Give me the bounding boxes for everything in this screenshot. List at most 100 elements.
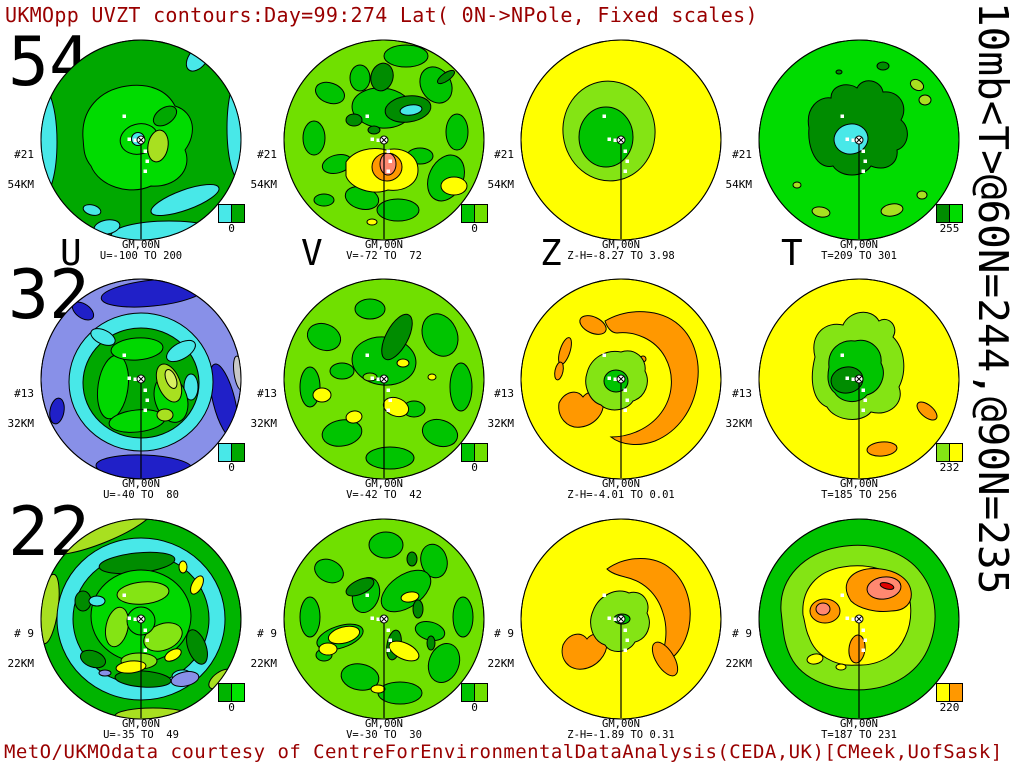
range-label: T=209 TO 301 (821, 250, 897, 262)
station-dots (840, 114, 867, 173)
pole-marker (616, 374, 626, 384)
range-label: Z-H=-1.89 TO 0.31 (567, 729, 675, 741)
pole-marker (854, 614, 864, 624)
record-height-label: #21 54KM (7, 148, 35, 191)
station-label: GM,00N (365, 478, 403, 490)
station-label: GM,00N (602, 718, 640, 730)
colorbar-right-swatch (949, 443, 963, 462)
colorbar: 220 (936, 683, 966, 714)
colorbar-value: 232 (939, 461, 960, 474)
station-label: GM,00N (365, 718, 403, 730)
range-label: Z-H=-4.01 TO 0.01 (567, 489, 675, 501)
contour-map-t-54km (758, 39, 960, 241)
station-label: GM,00N (840, 478, 878, 490)
contour-map-z-32km (520, 278, 722, 480)
contour-map-z-54km (520, 39, 722, 241)
station-label: GM,00N (365, 239, 403, 251)
contour-map-v-22km (283, 518, 485, 720)
station-label: GM,00N (122, 239, 160, 251)
credit-caption: MetO/UKMOdata courtesy of CentreForEnvir… (4, 741, 1003, 763)
station-dots (602, 593, 629, 652)
colorbar-right-swatch (231, 443, 245, 462)
column-label-u: U (60, 233, 82, 274)
station-dots (365, 593, 392, 652)
record-height-label: #21 54KM (725, 148, 753, 191)
panel-v-54km: #21 54KM (251, 37, 488, 262)
colorbar-value: 255 (939, 222, 960, 235)
panel-t-32km: #13 32KM GM,00N (726, 276, 963, 501)
pole-marker (379, 614, 389, 624)
record-height-label: #13 32KM (487, 387, 515, 430)
colorbar-left-swatch (936, 443, 950, 462)
station-dots (840, 353, 867, 412)
panel-v-22km: # 9 22KM (251, 516, 488, 741)
pole-marker (854, 135, 864, 145)
contour-map-u-32km (40, 278, 242, 480)
panel-z-32km: #13 32KM (488, 276, 724, 501)
range-label: U=-35 TO 49 (103, 729, 179, 741)
panel-v-32km: #13 32KM (251, 276, 488, 501)
colorbar: 255 (936, 204, 966, 235)
range-label: V=-42 TO 42 (346, 489, 422, 501)
column-label-v: V (301, 233, 323, 274)
contour-map-u-54km (40, 39, 242, 241)
contour-map-t-22km (758, 518, 960, 720)
station-dots (602, 114, 629, 173)
station-dots (365, 353, 392, 412)
station-dots (122, 353, 149, 412)
colorbar-right-swatch (474, 683, 488, 702)
colorbar: 0 (461, 683, 491, 714)
record-height-label: #21 54KM (250, 148, 278, 191)
range-label: Z-H=-8.27 TO 3.98 (567, 250, 675, 262)
station-label: GM,00N (840, 718, 878, 730)
colorbar-value: 0 (228, 461, 235, 474)
panel-u-32km: #13 32KM (8, 276, 245, 501)
colorbar-right-swatch (949, 683, 963, 702)
range-label: V=-72 TO 72 (346, 250, 422, 262)
pole-marker (136, 374, 146, 384)
station-label: GM,00N (602, 478, 640, 490)
station-dots (122, 593, 149, 652)
colorbar-value: 0 (471, 222, 478, 235)
colorbar: 0 (218, 683, 248, 714)
station-dots (840, 593, 867, 652)
colorbar-right-swatch (474, 443, 488, 462)
record-height-label: #13 32KM (725, 387, 753, 430)
range-label: T=187 TO 231 (821, 729, 897, 741)
record-height-label: #13 32KM (7, 387, 35, 430)
panel-t-22km: # 9 22KM (726, 516, 963, 741)
pole-marker (136, 135, 146, 145)
pole-marker (616, 614, 626, 624)
colorbar-value: 220 (939, 701, 960, 714)
station-dots (602, 353, 629, 412)
pole-marker (854, 374, 864, 384)
range-label: V=-30 TO 30 (346, 729, 422, 741)
colorbar-right-swatch (949, 204, 963, 223)
colorbar-value: 0 (471, 461, 478, 474)
colorbar-right-swatch (231, 204, 245, 223)
contour-map-t-32km (758, 278, 960, 480)
station-dots (365, 114, 392, 173)
station-label: GM,00N (122, 718, 160, 730)
right-side-caption: 10mb<T>@60N=244,@90N=235 (969, 2, 1016, 595)
colorbar-value: 0 (471, 701, 478, 714)
colorbar: 232 (936, 443, 966, 474)
pole-marker (379, 135, 389, 145)
colorbar-left-swatch (936, 204, 950, 223)
column-label-z: Z (540, 233, 562, 274)
colorbar: 0 (218, 204, 248, 235)
contour-map-z-22km (520, 518, 722, 720)
colorbar: 0 (461, 443, 491, 474)
pole-marker (136, 614, 146, 624)
colorbar-right-swatch (231, 683, 245, 702)
pole-marker (379, 374, 389, 384)
record-height-label: #13 32KM (250, 387, 278, 430)
panel-u-54km: #21 54KM (8, 37, 245, 262)
contour-map-v-32km (283, 278, 485, 480)
record-height-label: # 9 22KM (487, 627, 515, 670)
station-label: GM,00N (602, 239, 640, 251)
station-label: GM,00N (840, 239, 878, 251)
figure-title: UKMOpp UVZT contours:Day=99:274 Lat( 0N-… (5, 3, 758, 27)
colorbar-value: 0 (228, 701, 235, 714)
